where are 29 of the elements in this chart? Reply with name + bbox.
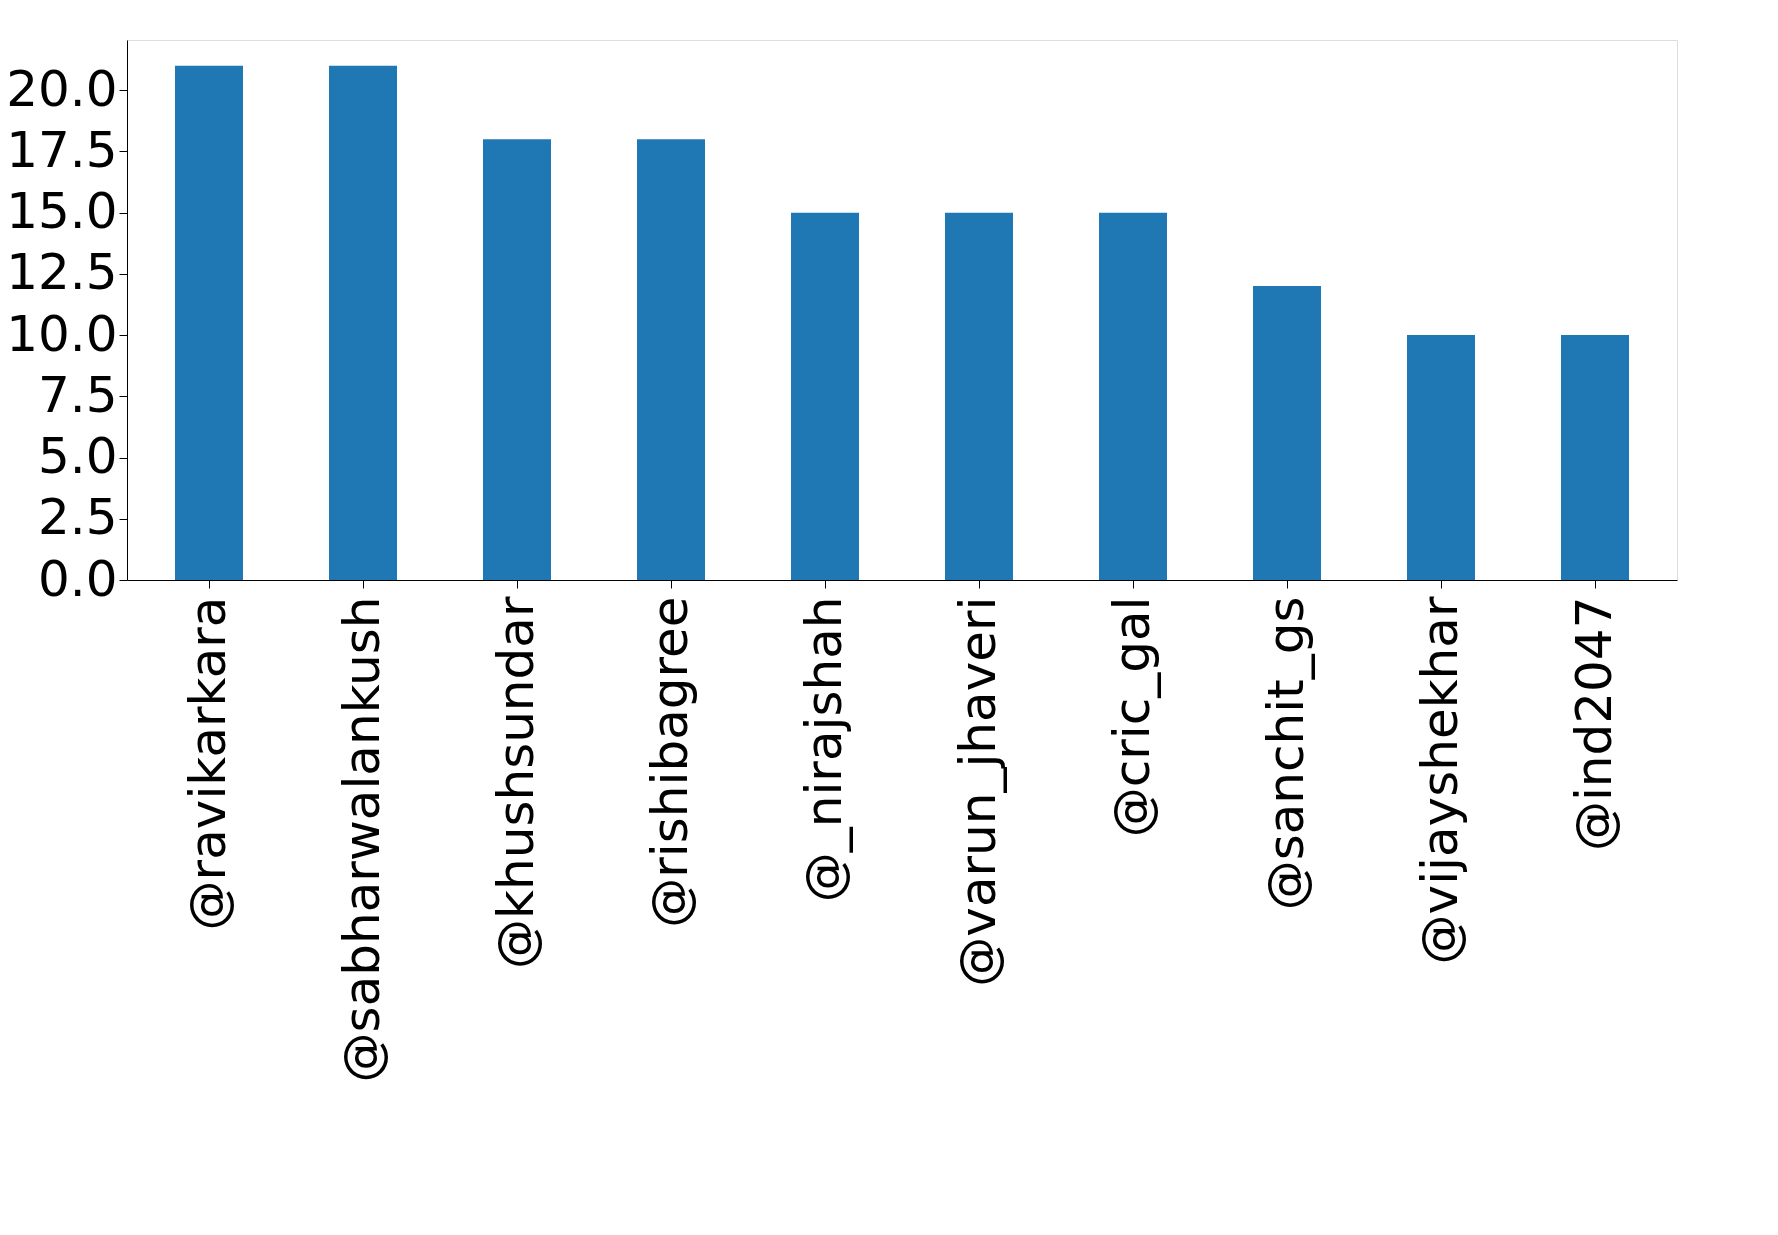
- bar: [483, 139, 551, 580]
- x-tick-label: @sabharwalankush: [332, 596, 391, 1083]
- y-tick-label: 5.0: [37, 427, 118, 486]
- bar: [329, 65, 397, 580]
- x-tick-label: @rishibagree: [640, 596, 699, 928]
- y-tick-label: 17.5: [6, 120, 118, 179]
- y-tick-label: 20.0: [6, 59, 118, 118]
- y-tick-label: 15.0: [6, 182, 118, 241]
- y-tick-label: 7.5: [37, 365, 118, 424]
- bar: [637, 139, 705, 580]
- bar: [1561, 335, 1629, 580]
- bar: [1253, 286, 1321, 580]
- x-tick-label: @cric_gal: [1102, 596, 1161, 838]
- x-tick-label: @varun_jhaveri: [948, 596, 1007, 987]
- bar: [175, 65, 243, 580]
- x-tick-label: @_nirajshah: [794, 596, 853, 903]
- y-tick-label: 12.5: [6, 243, 118, 302]
- x-tick-label: @khushsundar: [486, 596, 545, 969]
- bar: [1099, 212, 1167, 580]
- bar: [945, 212, 1013, 580]
- x-tick-label: @ravikarkara: [178, 596, 237, 931]
- x-tick-label: @sanchit_gs: [1256, 596, 1315, 911]
- bar: [1407, 335, 1475, 580]
- y-tick-label: 0.0: [37, 549, 118, 608]
- x-tick-label: @ind2047: [1564, 596, 1623, 852]
- bar: [791, 212, 859, 580]
- y-tick-label: 2.5: [37, 488, 118, 547]
- x-tick-label: @vijayshekhar: [1410, 596, 1469, 965]
- y-tick-label: 10.0: [6, 304, 118, 363]
